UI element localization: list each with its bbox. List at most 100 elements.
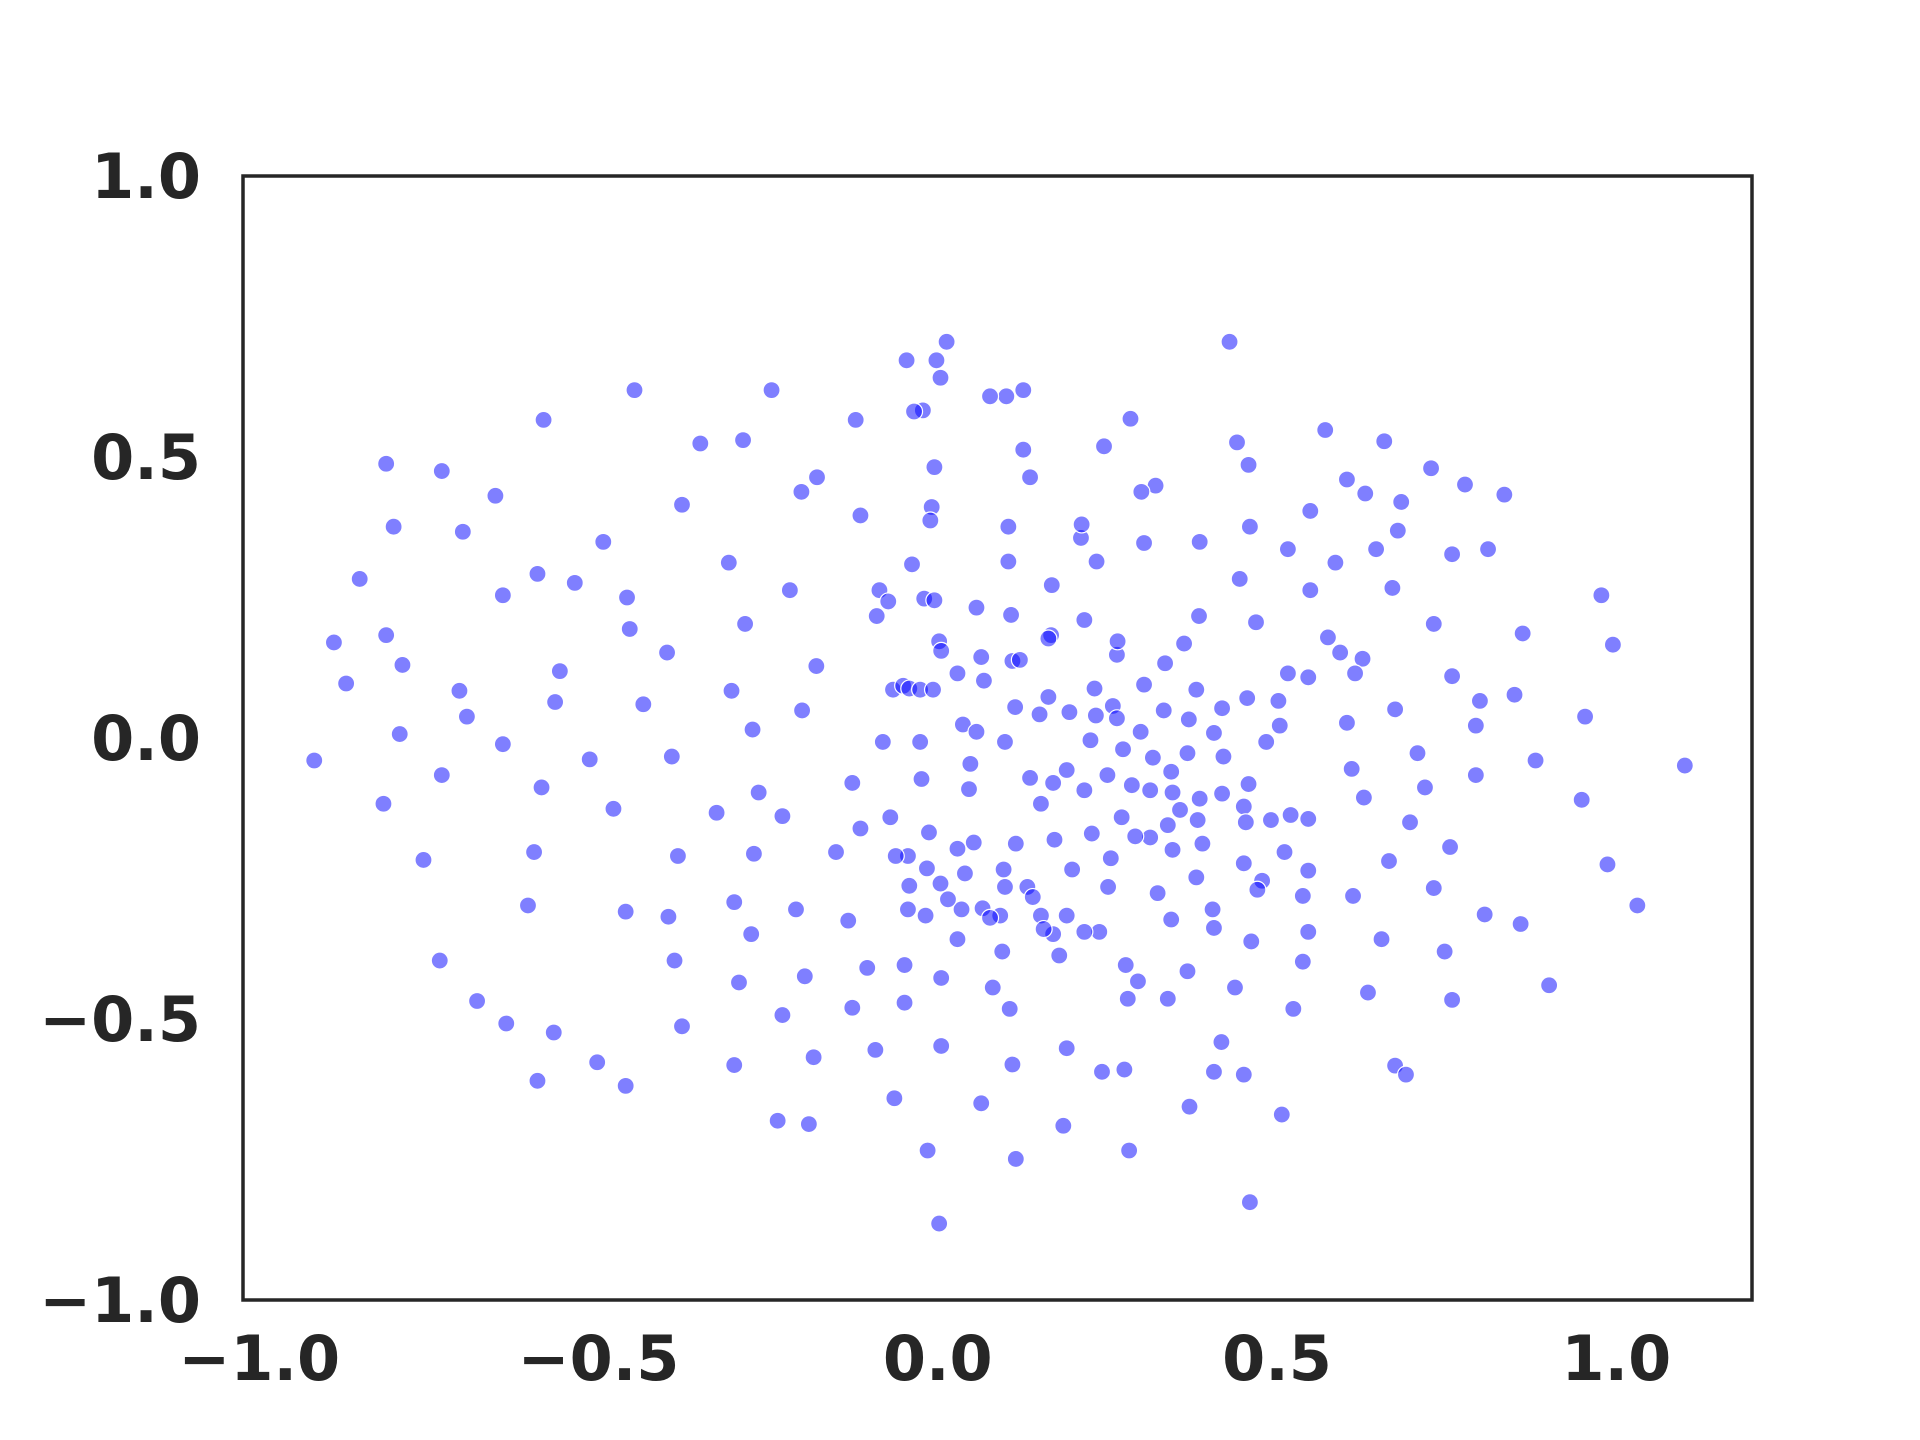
point: [1299, 922, 1318, 941]
point: [921, 511, 940, 530]
point: [616, 1076, 635, 1095]
point: [799, 1114, 818, 1134]
point: [1442, 990, 1462, 1009]
point: [1108, 632, 1127, 651]
point: [974, 671, 994, 690]
point: [725, 1055, 744, 1075]
point: [967, 598, 986, 617]
point: [580, 750, 599, 769]
point: [1246, 613, 1266, 632]
point: [999, 552, 1018, 571]
point: [980, 387, 1000, 406]
point: [1400, 813, 1420, 832]
point: [1275, 842, 1294, 862]
point: [1272, 1105, 1291, 1124]
point: [925, 591, 944, 610]
point: [1234, 1065, 1253, 1084]
point: [1478, 540, 1498, 559]
point: [1039, 629, 1058, 648]
point: [886, 846, 905, 866]
point: [919, 823, 939, 842]
point: [1086, 706, 1105, 725]
point: [1075, 610, 1094, 630]
point: [1020, 468, 1040, 487]
point: [1408, 744, 1427, 763]
point: [1044, 773, 1063, 793]
point: [1572, 790, 1591, 809]
point: [1128, 972, 1148, 991]
point: [1141, 781, 1160, 800]
point: [1000, 999, 1019, 1018]
point: [1193, 834, 1212, 853]
point: [1675, 756, 1694, 775]
y-tick-label: 1.0: [91, 140, 201, 213]
point: [1388, 521, 1407, 540]
point: [588, 1053, 607, 1072]
point: [1301, 501, 1320, 521]
point: [620, 619, 639, 639]
point: [493, 586, 512, 605]
point: [1257, 732, 1276, 752]
point: [518, 896, 538, 915]
point: [900, 876, 919, 895]
point: [1212, 784, 1232, 803]
point: [1337, 470, 1357, 489]
point: [1234, 854, 1253, 873]
point: [1505, 685, 1524, 704]
point: [1162, 910, 1181, 929]
point: [733, 431, 753, 450]
point: [993, 942, 1012, 961]
point: [1134, 533, 1154, 553]
point: [1442, 667, 1462, 686]
point: [1178, 744, 1197, 763]
point: [457, 707, 477, 726]
point: [625, 381, 644, 400]
point: [350, 569, 369, 589]
point: [762, 381, 781, 400]
point: [885, 1089, 904, 1108]
point: [1220, 332, 1239, 351]
point: [616, 902, 635, 921]
point: [1269, 691, 1288, 711]
point: [1318, 628, 1338, 647]
point: [550, 662, 569, 681]
point: [1495, 485, 1514, 504]
x-tick-label: 0.5: [1222, 1322, 1332, 1395]
point: [895, 993, 914, 1012]
point: [432, 461, 451, 481]
axes-frame: [241, 174, 1754, 1302]
point: [1236, 813, 1255, 832]
point: [952, 900, 971, 919]
point: [1134, 675, 1154, 694]
point: [1331, 643, 1350, 662]
point: [1396, 1065, 1416, 1084]
point: [1085, 679, 1104, 698]
point: [1212, 1032, 1231, 1052]
point: [1014, 381, 1033, 400]
point: [1343, 886, 1363, 906]
point: [544, 1023, 563, 1042]
point: [1162, 762, 1181, 781]
point: [1353, 649, 1372, 668]
y-tick-label: 0.5: [91, 421, 201, 494]
point: [1179, 710, 1198, 729]
point: [659, 907, 678, 926]
point: [565, 573, 584, 592]
point: [497, 1014, 516, 1033]
point: [1513, 624, 1532, 643]
point: [1392, 492, 1411, 512]
point: [528, 564, 547, 583]
point: [1354, 788, 1373, 807]
point: [1424, 878, 1443, 898]
y-tick-label: −0.5: [39, 983, 201, 1056]
point: [1031, 794, 1051, 813]
point: [1316, 420, 1335, 440]
point: [972, 647, 991, 667]
x-tick-label: 1.0: [1561, 1322, 1671, 1395]
point: [604, 799, 623, 818]
point: [1087, 552, 1106, 571]
point: [1075, 781, 1094, 800]
point: [1225, 978, 1245, 997]
point: [1101, 849, 1120, 868]
point: [1358, 983, 1378, 1002]
